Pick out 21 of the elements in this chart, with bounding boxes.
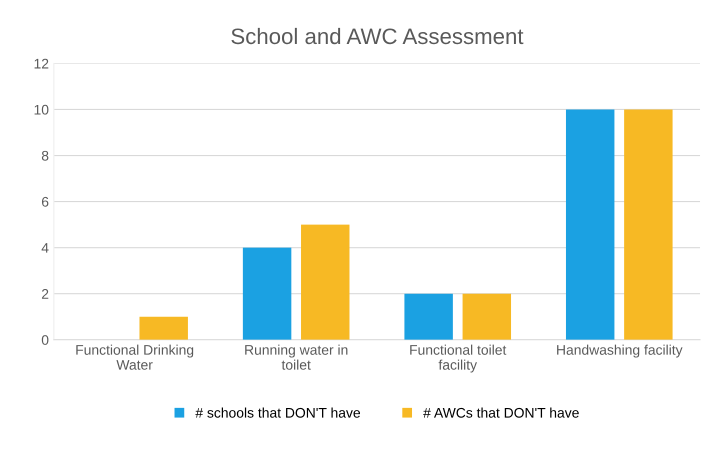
legend-label: # AWCs that DON'T have: [423, 408, 579, 418]
x-tick-label: Functional Drinking Water: [76, 344, 194, 370]
y-tick-label: 8: [42, 150, 48, 161]
y-tick-label: 2: [42, 289, 48, 299]
bar: [462, 294, 512, 340]
legend-label: # schools that DON'T have: [195, 408, 360, 418]
bar: [624, 109, 673, 340]
y-tick-label: 10: [34, 104, 48, 115]
bar: [242, 248, 292, 340]
bar: [139, 316, 188, 340]
x-tick-label: Handwashing facility: [557, 344, 683, 358]
chart-title: School and AWC Assessment: [231, 28, 524, 44]
y-tick-label: 12: [34, 58, 48, 68]
bar: [301, 224, 350, 340]
y-tick-label: 6: [42, 196, 48, 207]
y-tick-label: 0: [42, 335, 48, 345]
x-tick-label: Functional toilet facility: [410, 344, 506, 373]
bar: [404, 294, 453, 340]
y-tick-label: 4: [42, 243, 49, 253]
x-tick-label: Running water in toilet: [245, 344, 348, 370]
bar: [566, 109, 614, 340]
